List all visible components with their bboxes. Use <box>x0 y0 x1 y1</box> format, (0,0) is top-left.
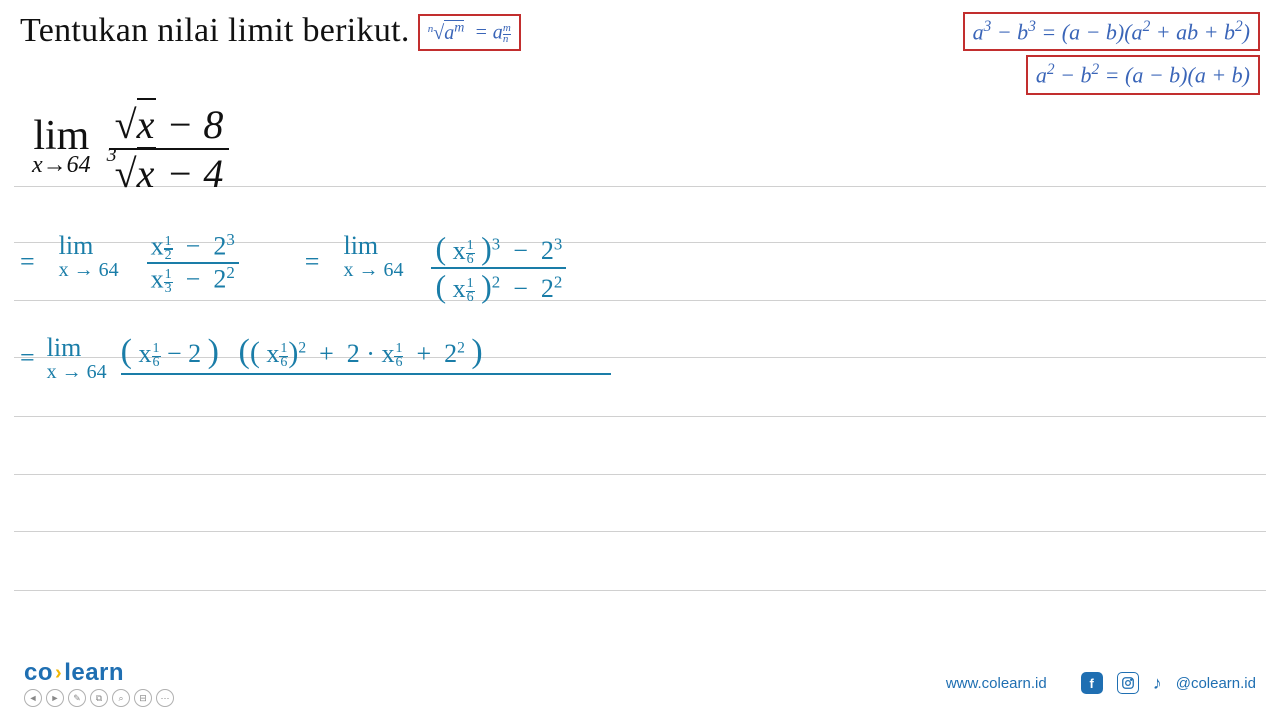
logo-learn: learn <box>64 659 124 686</box>
logo-dot: › <box>53 662 64 684</box>
control-edit-icon[interactable]: ✎ <box>68 689 86 707</box>
lim-hand-2: lim x → 64 <box>47 333 107 384</box>
limit-expression: lim x→64 √x − 8 3 √x − 4 <box>32 101 1260 197</box>
control-next-icon[interactable]: ► <box>46 689 64 707</box>
radix-index: 3 <box>107 144 117 167</box>
lim-hand-1a: lim x → 64 <box>59 231 119 282</box>
ruled-background <box>0 0 1280 640</box>
control-zoom-icon[interactable]: ⌕ <box>112 689 130 707</box>
limit-fraction: √x − 8 3 √x − 4 <box>109 101 230 197</box>
logo-co: co <box>24 659 53 686</box>
control-minimize-icon[interactable]: ⊟ <box>134 689 152 707</box>
facebook-icon[interactable]: f <box>1081 672 1103 694</box>
equals-sign-2: = <box>20 343 35 373</box>
lim-approach-1b: x → 64 <box>343 259 403 282</box>
lim-text-1b: lim <box>343 231 378 261</box>
brand-logo: co›learn <box>24 659 174 687</box>
instagram-icon[interactable] <box>1117 672 1139 694</box>
frac-1a: x12 − 23 x13 − 22 <box>147 231 239 296</box>
frac-1b-den: ( x16 )2 − 22 <box>431 269 566 305</box>
hint-cubes-expr: a3 − b3 = (a − b)(a2 + ab + b2) <box>973 18 1250 45</box>
control-prev-icon[interactable]: ◄ <box>24 689 42 707</box>
header-row: Tentukan nilai limit berikut. n√am = amn… <box>20 12 1260 95</box>
lim-approach: x→64 <box>32 152 91 179</box>
frac-1b-num: ( x16 )3 − 23 <box>431 231 566 267</box>
work-step-2: = lim x → 64 ( x16 − 2 ) (( x16)2 + 2 · … <box>20 333 1260 384</box>
hint-right-group: a3 − b3 = (a − b)(a2 + ab + b2) a2 − b2 … <box>963 12 1260 95</box>
lim-hand-1b: lim x → 64 <box>343 231 403 282</box>
lim-approach-1a: x → 64 <box>59 259 119 282</box>
lim-text-1a: lim <box>59 231 94 261</box>
lim-text: lim <box>33 118 89 156</box>
footer-right: www.colearn.id f ♪ @colearn.id <box>946 672 1256 694</box>
equals-sign-1b: = <box>305 247 320 277</box>
frac-1b: ( x16 )3 − 23 ( x16 )2 − 22 <box>431 231 566 305</box>
hint-diff-squares: a2 − b2 = (a − b)(a + b) <box>1026 55 1260 94</box>
hint-radical-expr: n√am = amn <box>428 20 511 45</box>
footer-left: co›learn ◄ ► ✎ ⧉ ⌕ ⊟ ⋯ <box>24 659 174 707</box>
footer-bar: co›learn ◄ ► ✎ ⧉ ⌕ ⊟ ⋯ www.colearn.id f … <box>0 650 1280 720</box>
content-area: Tentukan nilai limit berikut. n√am = amn… <box>0 0 1280 640</box>
equals-sign-1a: = <box>20 247 35 277</box>
hint-squares-expr: a2 − b2 = (a − b)(a + b) <box>1036 61 1250 88</box>
player-controls: ◄ ► ✎ ⧉ ⌕ ⊟ ⋯ <box>24 689 174 707</box>
hint-radical-exponent: n√am = amn <box>418 14 521 51</box>
lim-operator: lim x→64 <box>32 118 91 179</box>
page-title: Tentukan nilai limit berikut. <box>20 12 410 50</box>
footer-handle[interactable]: @colearn.id <box>1176 675 1256 692</box>
frac-1a-den: x13 − 22 <box>147 264 239 296</box>
frac-2-num: ( x16 − 2 ) (( x16)2 + 2 · x16 + 22 ) <box>121 333 611 371</box>
limit-denominator: 3 √x − 4 <box>109 150 230 197</box>
work-step-1: = lim x → 64 x12 − 23 x13 − 22 = lim x →… <box>20 231 1260 305</box>
tiktok-icon[interactable]: ♪ <box>1153 673 1162 694</box>
frac-2: ( x16 − 2 ) (( x16)2 + 2 · x16 + 22 ) <box>121 333 611 375</box>
lim-approach-2: x → 64 <box>47 361 107 384</box>
control-copy-icon[interactable]: ⧉ <box>90 689 108 707</box>
lim-text-2: lim <box>47 333 82 363</box>
control-more-icon[interactable]: ⋯ <box>156 689 174 707</box>
limit-numerator: √x − 8 <box>109 101 230 148</box>
hint-diff-cubes: a3 − b3 = (a − b)(a2 + ab + b2) <box>963 12 1260 51</box>
frac-1a-num: x12 − 23 <box>147 231 239 263</box>
footer-url[interactable]: www.colearn.id <box>946 675 1047 692</box>
